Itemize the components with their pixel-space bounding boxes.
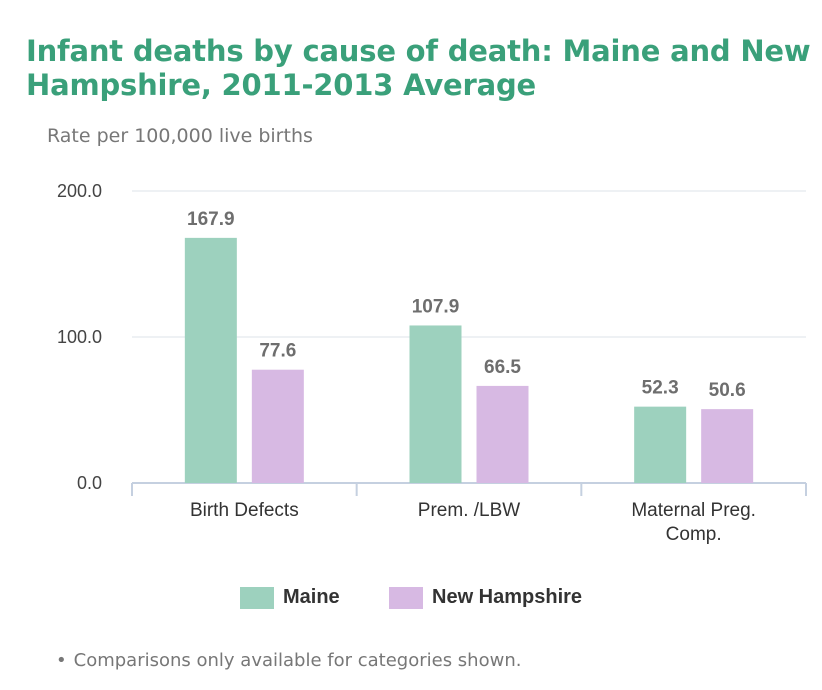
y-tick-label: 200.0 bbox=[57, 181, 102, 201]
x-tick-label: Birth Defects bbox=[190, 500, 299, 521]
x-tick-label: Prem. /LBW bbox=[418, 500, 520, 521]
data-label: 66.5 bbox=[484, 357, 521, 378]
bar bbox=[184, 237, 237, 483]
y-tick-label: 100.0 bbox=[57, 327, 102, 347]
bar-chart: 0.0 100.0 200.0 167.9 77.6 Birth Defects 107.9… bbox=[57, 181, 807, 545]
y-tick-label: 0.0 bbox=[77, 473, 102, 493]
chart-title: Infant deaths by cause of death: Maine a… bbox=[26, 34, 811, 102]
legend-label-maine: Maine bbox=[283, 586, 340, 608]
data-label: 77.6 bbox=[259, 341, 296, 362]
legend-label-new-hampshire: New Hampshire bbox=[432, 586, 583, 608]
legend-swatch-maine bbox=[240, 586, 274, 609]
bar bbox=[634, 406, 687, 483]
bar bbox=[701, 409, 754, 483]
legend-item-new-hampshire[interactable]: New Hampshire bbox=[389, 586, 582, 609]
bar bbox=[409, 325, 462, 483]
data-label: 52.3 bbox=[642, 378, 679, 399]
legend-swatch-new-hampshire bbox=[389, 586, 423, 609]
legend-item-maine[interactable]: Maine bbox=[240, 586, 340, 609]
bar bbox=[251, 369, 304, 483]
x-tick-label: Comp. bbox=[666, 524, 722, 545]
data-label: 50.6 bbox=[709, 380, 746, 401]
data-label: 107.9 bbox=[412, 296, 460, 317]
x-tick-label: Maternal Preg. bbox=[631, 500, 756, 521]
bar bbox=[476, 385, 529, 483]
data-label: 167.9 bbox=[187, 209, 235, 230]
legend: Maine New Hampshire bbox=[0, 586, 822, 616]
footnote: Comparisons only available for categorie… bbox=[56, 650, 522, 671]
y-axis-label: Rate per 100,000 live births bbox=[47, 125, 313, 147]
